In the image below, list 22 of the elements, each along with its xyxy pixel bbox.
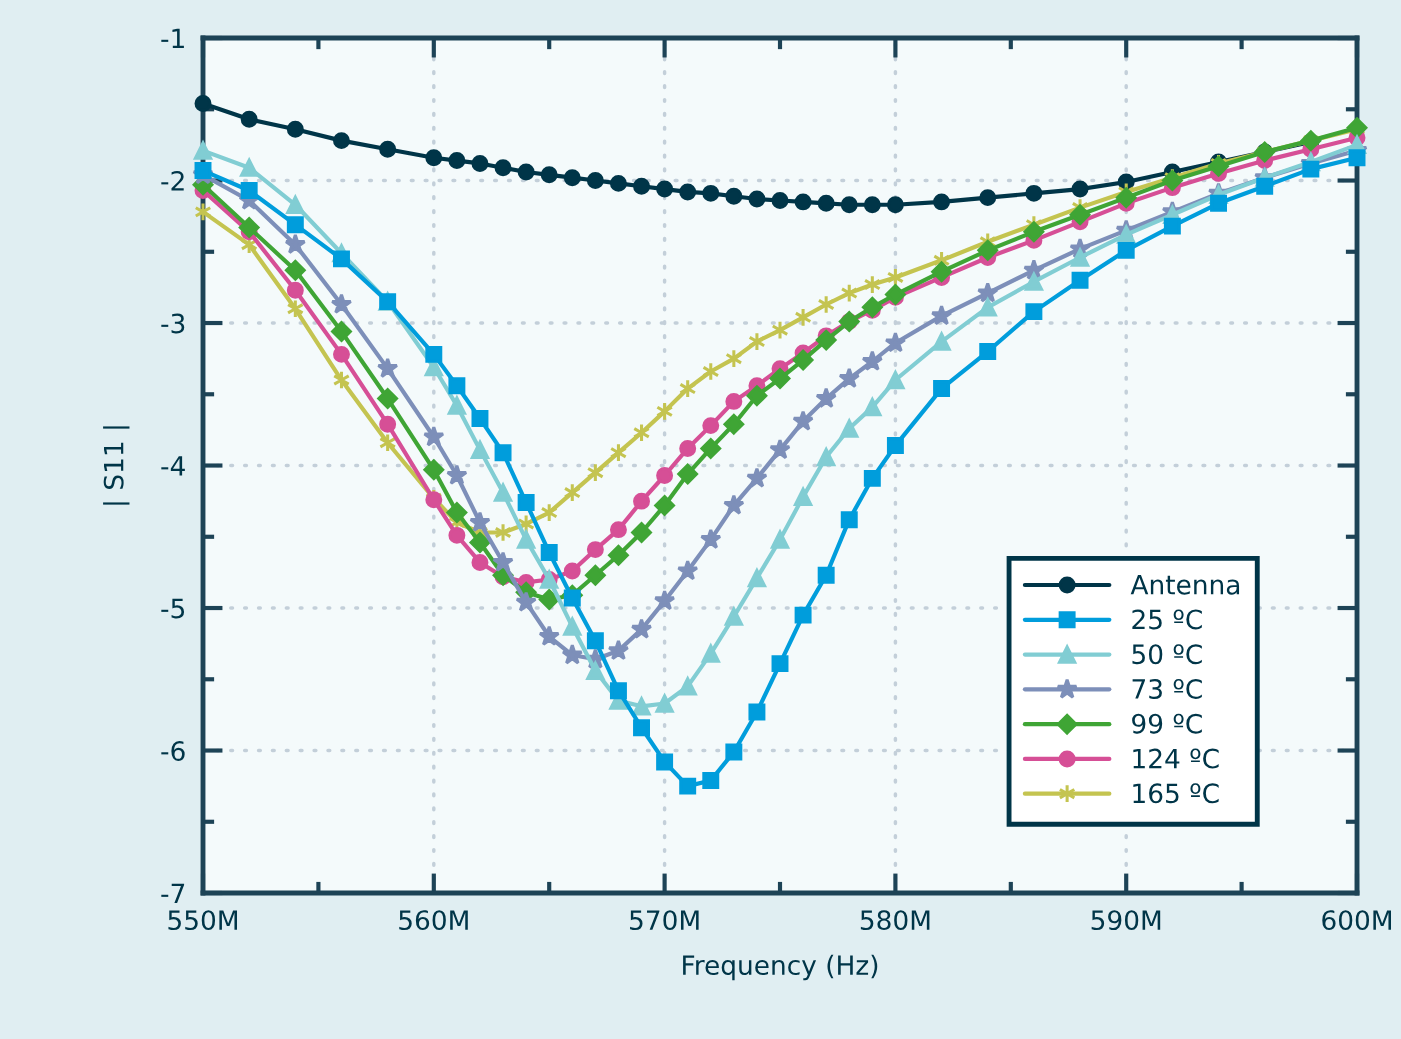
y-tick-label: -6: [161, 740, 185, 761]
legend-label: Antenna: [1130, 575, 1240, 595]
legend-label: 124 ºC: [1133, 748, 1219, 769]
legend-label: 99 ºC: [1132, 713, 1202, 734]
y-tick-label: -3: [161, 313, 185, 334]
legend-label: 25 ºC: [1132, 609, 1202, 630]
y-axis-title: | S11 |: [103, 426, 130, 505]
y-tick-label: -4: [161, 456, 185, 476]
x-tick-label: 600M: [1322, 910, 1391, 931]
x-tick-label: 570M: [630, 910, 699, 931]
legend-label: 165 ºC: [1133, 783, 1219, 804]
x-tick-label: 550M: [168, 910, 237, 931]
x-tick-label: 580M: [860, 910, 930, 931]
y-tick-label: -2: [161, 170, 184, 191]
y-tick-label: -5: [161, 598, 185, 619]
legend-label: 73 ºC: [1132, 679, 1202, 699]
x-tick-label: 560M: [399, 910, 468, 931]
legend-label: 50 ºC: [1132, 644, 1202, 665]
y-tick-label: -7: [161, 883, 185, 904]
y-tick-label: -1: [161, 28, 184, 49]
x-tick-label: 590M: [1091, 910, 1161, 931]
x-axis-title: Frequency (Hz): [683, 954, 878, 981]
